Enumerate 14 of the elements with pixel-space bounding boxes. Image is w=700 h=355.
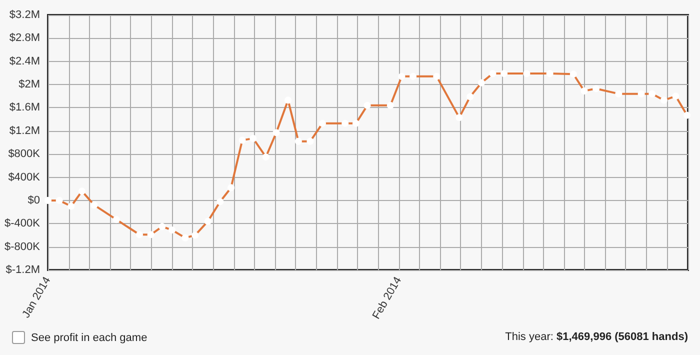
y-tick-label: $400K [8,171,41,184]
text: This year: $1,469,996 (56081 hands) [505,331,688,343]
y-tick-label: $0 [28,194,40,206]
y-tick-label: $2.4M [9,55,40,68]
y-tick-label: $1.2M [9,124,40,137]
y-tick-label: $-400K [4,218,41,230]
y-tick-label: $800K [8,148,41,160]
y-tick-label: $-1.2M [6,264,40,276]
y-tick-label: $1.6M [9,102,40,114]
text: See profit in each game [31,332,148,344]
y-tick-label: $2.8M [9,32,40,44]
y-tick-label: $3.2M [9,9,40,21]
y-tick-label: $-800K [4,240,41,253]
y-tick-label: $2M [18,78,40,91]
